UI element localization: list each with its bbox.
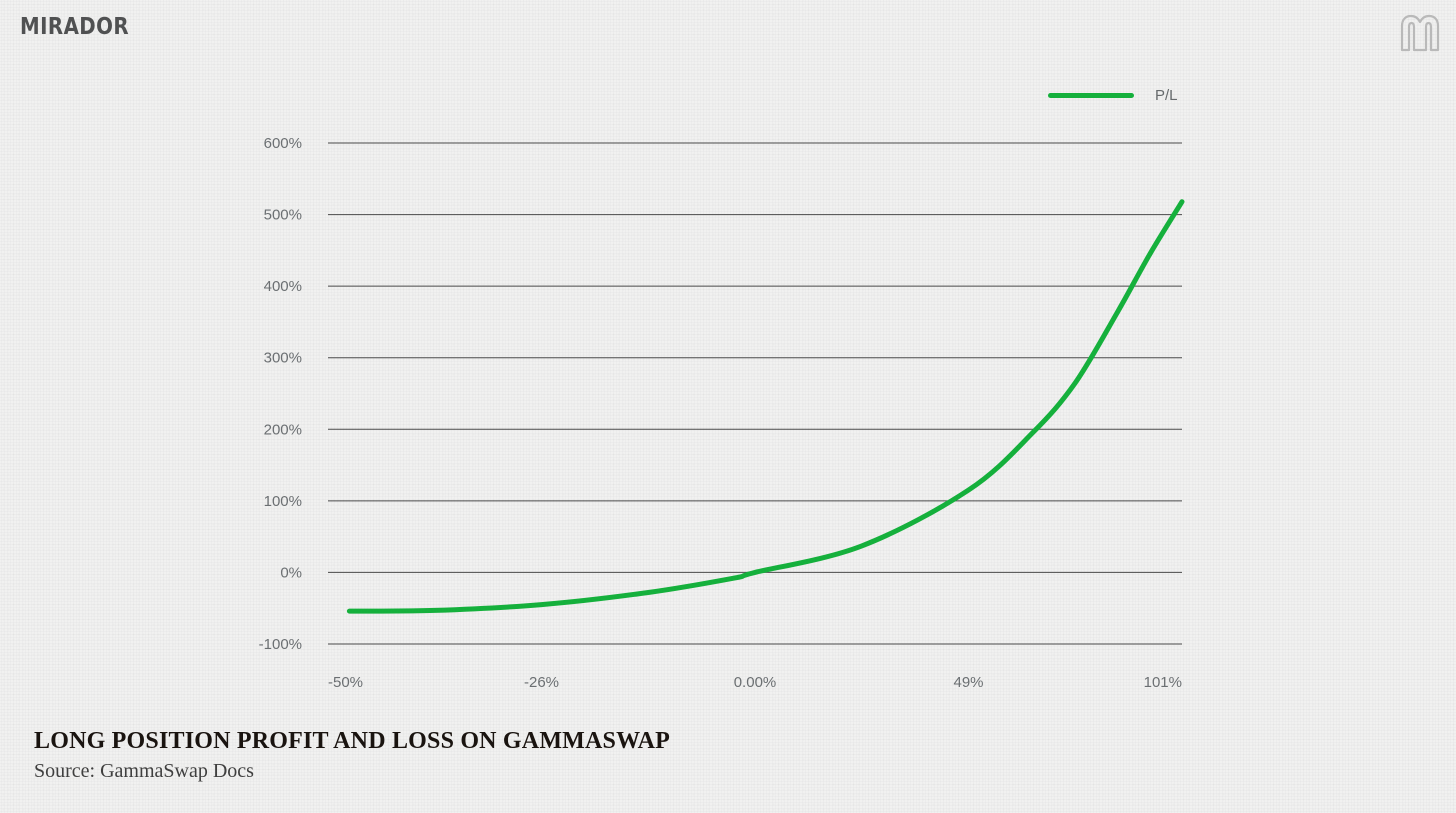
- legend-label-pl: P/L: [1155, 86, 1178, 104]
- pl-line-chart: -100% 0% 100% 200% 300% 400% 500% 600% -50% -26% 0…: [259, 135, 1185, 691]
- y-tick-label: -100%: [259, 636, 302, 653]
- y-tick-label: 400%: [264, 278, 302, 295]
- x-tick-label: 49%: [953, 674, 983, 691]
- series-line-p-l: [346, 199, 1185, 614]
- figure-caption-title: LONG POSITION PROFIT AND LOSS ON GAMMASW…: [34, 728, 671, 754]
- y-tick-label: 0%: [280, 564, 302, 581]
- x-tick-label: -50%: [328, 674, 363, 691]
- y-tick-label: 300%: [264, 350, 302, 367]
- chart-legend: P/L: [1048, 84, 1178, 106]
- y-tick-label: 200%: [264, 421, 302, 438]
- y-tick-label: 500%: [264, 207, 302, 224]
- brand-wordmark: MIRADOR: [20, 14, 130, 40]
- mirador-m-logo-icon: [1400, 14, 1440, 52]
- figure-caption-source: Source: GammaSwap Docs: [34, 760, 254, 782]
- y-tick-label: 600%: [264, 135, 302, 152]
- x-tick-label: 0.00%: [734, 674, 777, 691]
- x-tick-label: -26%: [524, 674, 559, 691]
- x-tick-label: 101%: [1144, 674, 1182, 691]
- legend-swatch-pl: [1048, 92, 1134, 98]
- chart-area: -100% 0% 100% 200% 300% 400% 500% 600% -50% -26% 0…: [259, 84, 1185, 691]
- y-tick-label: 100%: [264, 493, 302, 510]
